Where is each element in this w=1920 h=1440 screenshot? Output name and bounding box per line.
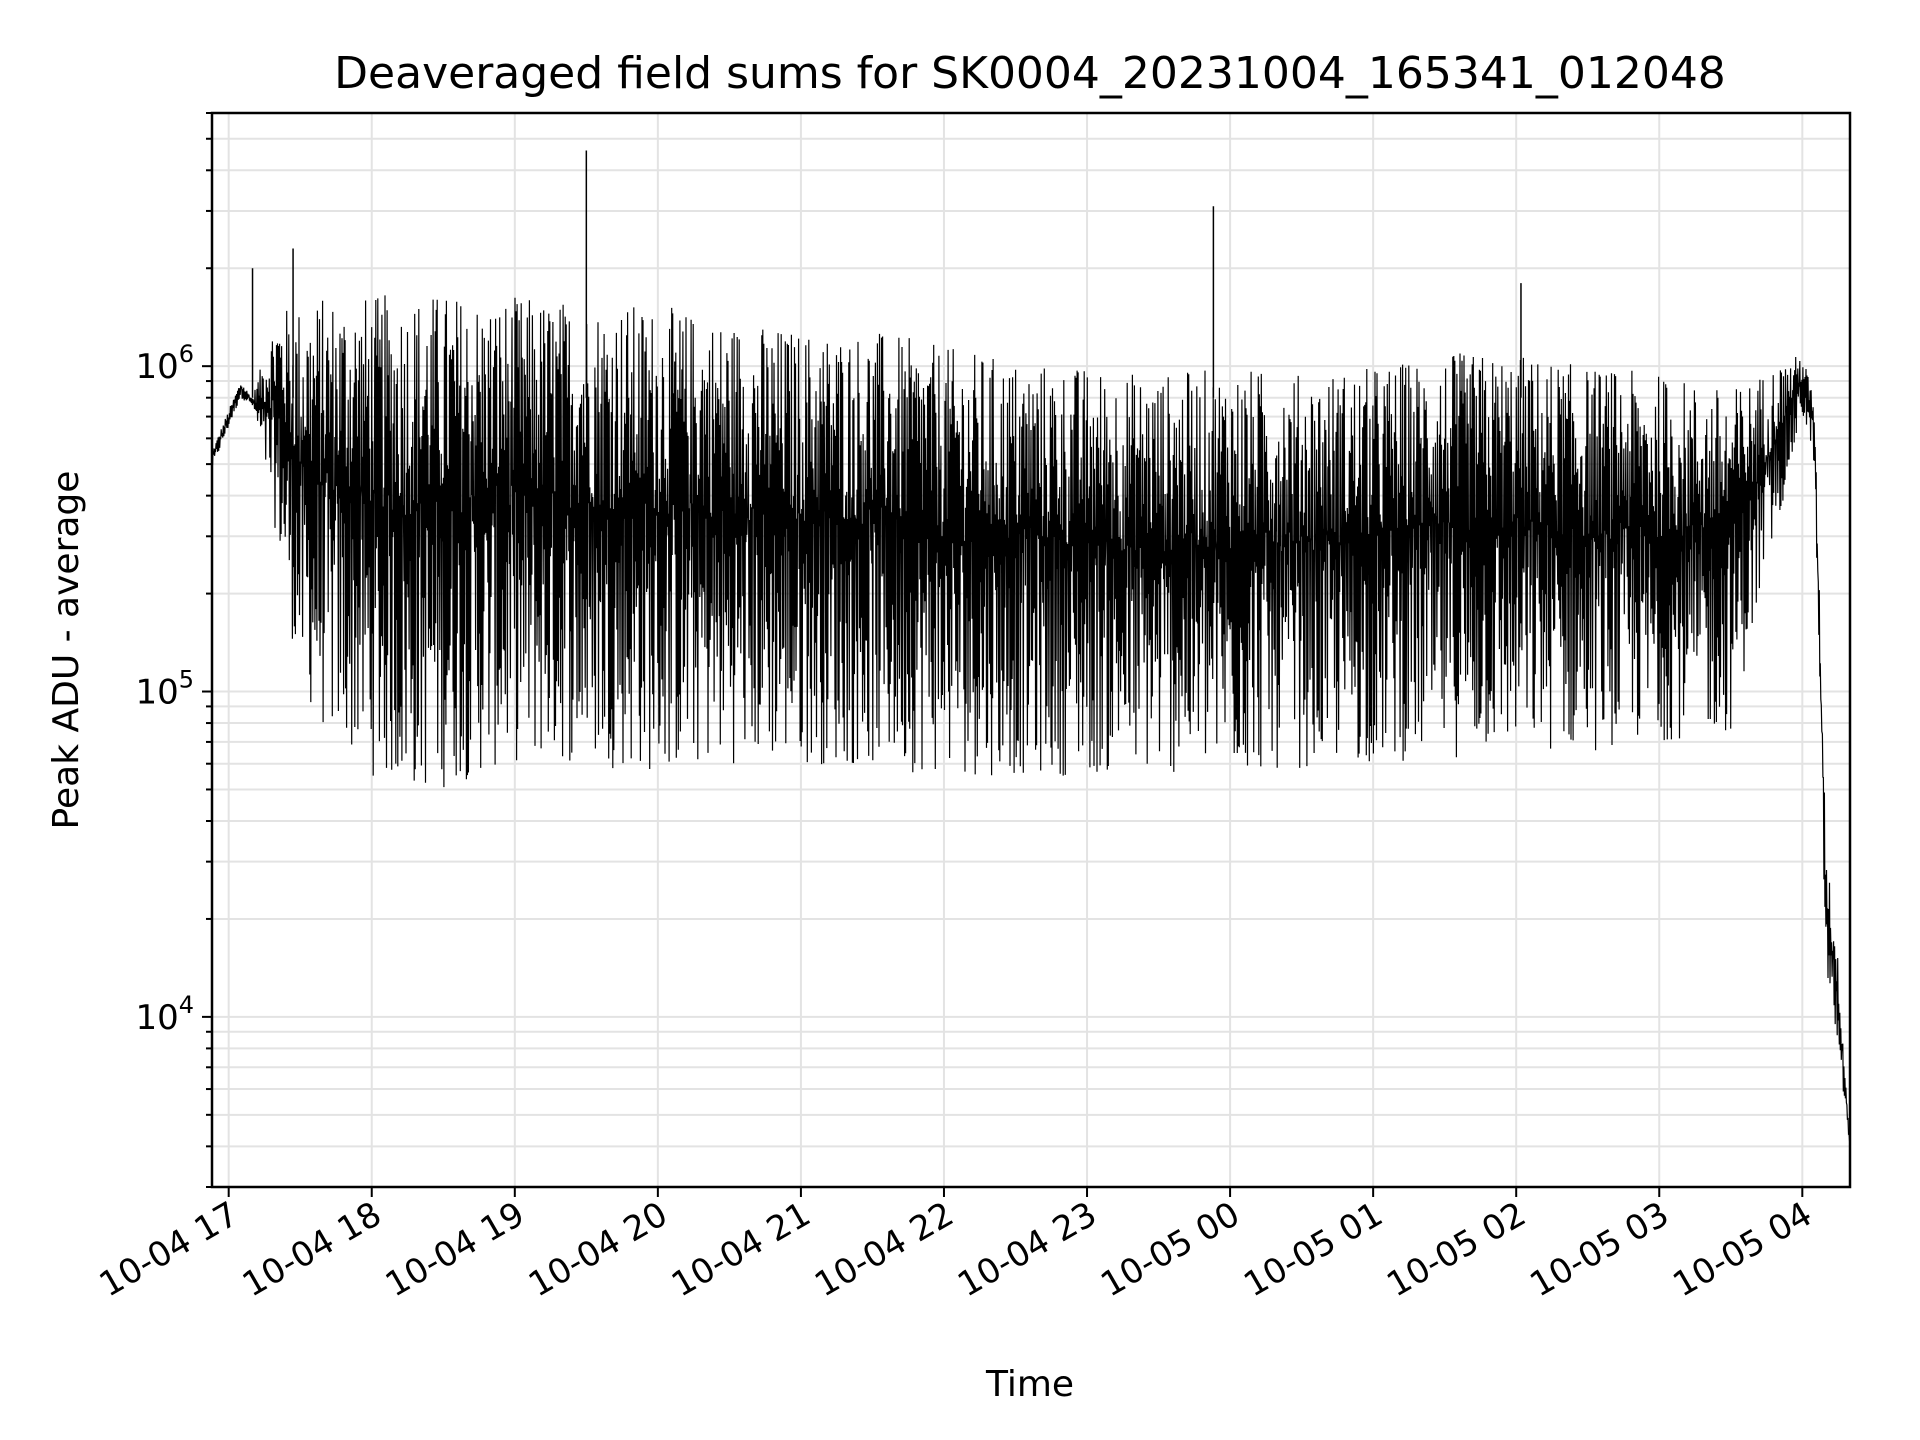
y-tick-label: 106 xyxy=(135,340,194,387)
y-tick-label: 105 xyxy=(135,666,194,713)
x-tick-label: 10-05 02 xyxy=(1380,1194,1532,1305)
x-tick-label: 10-05 01 xyxy=(1237,1194,1389,1305)
x-tick-label: 10-05 00 xyxy=(1094,1194,1246,1305)
x-tick-label: 10-04 21 xyxy=(665,1194,817,1305)
x-tick-label: 10-04 18 xyxy=(236,1194,388,1305)
x-axis-label: Time xyxy=(985,1364,1074,1405)
x-tick-label: 10-04 22 xyxy=(808,1194,960,1305)
y-axis-label: Peak ADU - average xyxy=(46,471,87,830)
x-tick-label: 10-04 20 xyxy=(522,1194,674,1305)
y-tick-label: 104 xyxy=(135,991,194,1038)
chart-title: Deaveraged field sums for SK0004_2023100… xyxy=(334,48,1726,99)
series-line xyxy=(211,150,1851,1147)
grid xyxy=(212,112,1850,1188)
x-tick-label: 10-05 03 xyxy=(1523,1194,1675,1305)
x-tick-label: 10-04 23 xyxy=(951,1194,1103,1305)
y-axis: 104 105 106 xyxy=(135,112,212,1188)
plot-frame xyxy=(210,111,1852,1189)
x-tick-label: 10-04 17 xyxy=(93,1194,245,1305)
x-tick-label: 10-04 19 xyxy=(379,1194,531,1305)
x-tick-label: 10-05 04 xyxy=(1666,1194,1818,1305)
series-trace xyxy=(211,295,1851,1147)
